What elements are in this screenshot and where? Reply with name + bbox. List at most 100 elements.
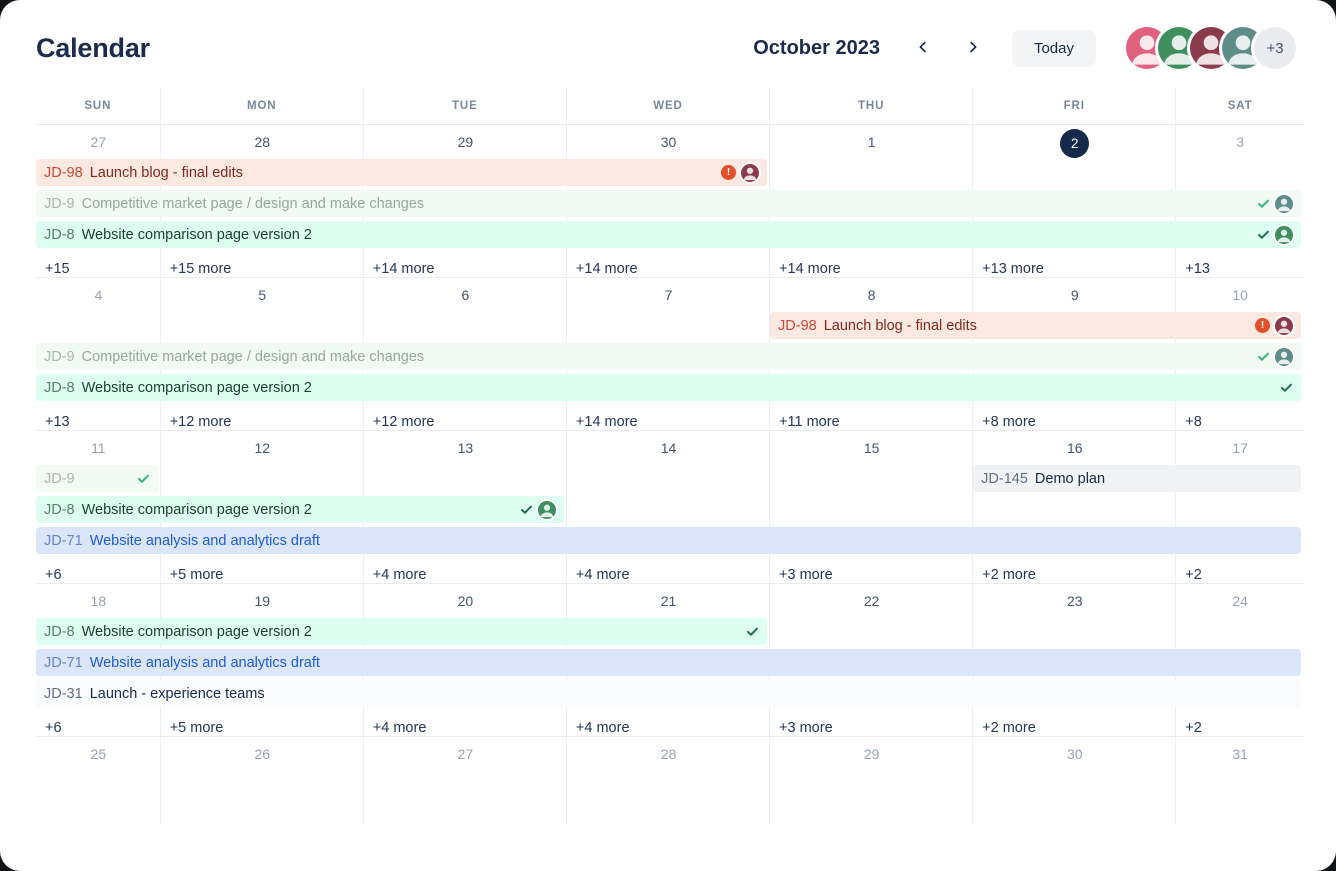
day-number: 5 <box>258 287 267 303</box>
more-events-link[interactable]: +4 more <box>372 567 427 583</box>
user-avatar[interactable] <box>1190 27 1232 69</box>
weekday-header: TUE <box>364 88 567 124</box>
event-bar[interactable]: JD-9 Competitive market page / design and… <box>36 190 1301 217</box>
event-bar[interactable]: JD-9 Competitive market page / design and… <box>36 343 1301 370</box>
day-number: 19 <box>254 593 271 609</box>
day-cell[interactable] <box>770 737 974 824</box>
more-events-link[interactable]: +6 <box>45 720 62 736</box>
assignee-avatar <box>741 163 760 182</box>
day-cell[interactable] <box>567 431 771 583</box>
event-key: JD-98 <box>44 164 83 181</box>
day-number: 10 <box>1232 287 1248 303</box>
event-bar[interactable]: JD-8 Website comparison page version 2 <box>36 374 1301 401</box>
event-title: Website comparison page version 2 <box>81 623 312 640</box>
more-events-link[interactable]: +2 more <box>982 720 1036 736</box>
day-number: 12 <box>254 440 271 456</box>
today-button[interactable]: Today <box>1011 29 1096 67</box>
weekday-header: SUN <box>36 88 161 124</box>
check-icon <box>1257 350 1270 363</box>
day-number: 7 <box>664 287 673 303</box>
check-icon <box>1257 228 1270 241</box>
warning-icon: ! <box>721 165 737 180</box>
more-events-link[interactable]: +5 more <box>169 720 224 736</box>
event-title: Website comparison page version 2 <box>81 501 312 518</box>
weekday-header: THU <box>770 88 974 124</box>
day-cell[interactable] <box>567 737 771 824</box>
more-events-link[interactable]: +14 more <box>779 261 841 277</box>
warning-icon: ! <box>1254 318 1270 333</box>
day-cell[interactable] <box>364 431 567 583</box>
more-events-link[interactable]: +4 more <box>575 567 630 583</box>
more-events-link[interactable]: +14 more <box>575 261 638 277</box>
more-events-link[interactable]: +8 <box>1185 414 1202 430</box>
more-events-link[interactable]: +5 more <box>169 567 224 583</box>
more-events-link[interactable]: +4 more <box>372 720 427 736</box>
event-title: Website analysis and analytics draft <box>89 532 320 549</box>
page-title: Calendar <box>36 32 150 63</box>
event-bar[interactable]: JD-98 Launch blog - final edits! <box>770 312 1301 339</box>
event-bar[interactable]: JD-8 Website comparison page version 2 <box>36 221 1301 248</box>
event-bar[interactable]: JD-8 Website comparison page version 2 <box>36 496 564 523</box>
week-row: 25 26 27 28 29 30 31 <box>36 736 1304 824</box>
day-number: 16 <box>1066 440 1083 456</box>
day-cell[interactable] <box>973 737 1177 824</box>
day-cell[interactable] <box>36 737 161 824</box>
day-number: 31 <box>1232 746 1248 762</box>
day-number: 11 <box>91 440 106 456</box>
more-events-link[interactable]: +6 <box>45 567 62 583</box>
topbar-controls: October 2023 Today +3 <box>753 27 1296 69</box>
more-events-link[interactable]: +14 more <box>372 261 435 277</box>
more-events-link[interactable]: +2 <box>1185 567 1202 583</box>
day-number: 25 <box>90 746 107 762</box>
weekday-header-row: SUN MON TUE WED THU FRI SAT <box>36 88 1304 124</box>
day-cell[interactable] <box>364 737 567 824</box>
event-key: JD-8 <box>44 379 75 396</box>
week-row: 18 19 20 21 22 23 24 JD-8 Website comparison pag… <box>36 583 1304 736</box>
event-bar[interactable]: JD-9 <box>36 465 158 492</box>
day-number: 6 <box>461 287 470 303</box>
next-month-button[interactable] <box>956 32 990 65</box>
more-events-link[interactable]: +15 <box>45 261 70 277</box>
more-events-link[interactable]: +12 more <box>372 414 435 430</box>
check-icon <box>520 503 533 516</box>
day-number: 17 <box>1232 440 1248 456</box>
chevron-left-icon <box>914 38 932 59</box>
check-icon <box>1257 197 1270 210</box>
day-number: 18 <box>90 593 107 609</box>
event-title: Website comparison page version 2 <box>81 226 312 243</box>
event-bar[interactable]: JD-98 Launch blog - final edits! <box>36 159 768 186</box>
day-cell[interactable] <box>770 431 974 583</box>
more-events-link[interactable]: +13 <box>45 414 70 430</box>
event-bar[interactable]: JD-71 Website analysis and analytics draf… <box>36 527 1301 554</box>
more-events-link[interactable]: +2 more <box>982 567 1036 583</box>
avatar-overflow-badge[interactable]: +3 <box>1254 27 1296 69</box>
day-number: 4 <box>94 287 103 303</box>
more-events-link[interactable]: +8 more <box>982 414 1036 430</box>
day-number: 8 <box>867 287 876 303</box>
week-row: 11 12 13 14 15 16 17 JD-9 JD-145 Demo plan JD-8 Web… <box>36 430 1304 583</box>
weekday-header: MON <box>161 88 364 124</box>
prev-month-button[interactable] <box>906 32 940 65</box>
more-events-link[interactable]: +11 more <box>779 414 840 430</box>
more-events-link[interactable]: +3 more <box>779 720 833 736</box>
event-bar[interactable]: JD-71 Website analysis and analytics draf… <box>36 649 1301 676</box>
day-number: 27 <box>90 134 107 150</box>
event-bar[interactable]: JD-8 Website comparison page version 2 <box>36 618 768 645</box>
day-number: 30 <box>1066 746 1083 762</box>
today-date[interactable]: 2 <box>1060 129 1090 158</box>
event-key: JD-145 <box>981 470 1028 487</box>
day-cell[interactable] <box>973 431 1177 583</box>
more-events-link[interactable]: +3 more <box>779 567 833 583</box>
more-events-link[interactable]: +4 more <box>575 720 630 736</box>
more-events-link[interactable]: +12 more <box>169 414 232 430</box>
more-events-link[interactable]: +15 more <box>169 261 232 277</box>
day-number: 28 <box>254 134 271 150</box>
more-events-link[interactable]: +13 more <box>982 261 1044 277</box>
event-title: Launch - experience teams <box>89 685 265 702</box>
more-events-link[interactable]: +13 <box>1185 261 1210 277</box>
more-events-link[interactable]: +14 more <box>575 414 638 430</box>
event-bar[interactable]: JD-31 Launch - experience teams <box>36 680 1301 707</box>
more-events-link[interactable]: +2 <box>1185 720 1202 736</box>
day-cell[interactable] <box>161 737 364 824</box>
event-bar[interactable]: JD-145 Demo plan <box>973 465 1301 492</box>
